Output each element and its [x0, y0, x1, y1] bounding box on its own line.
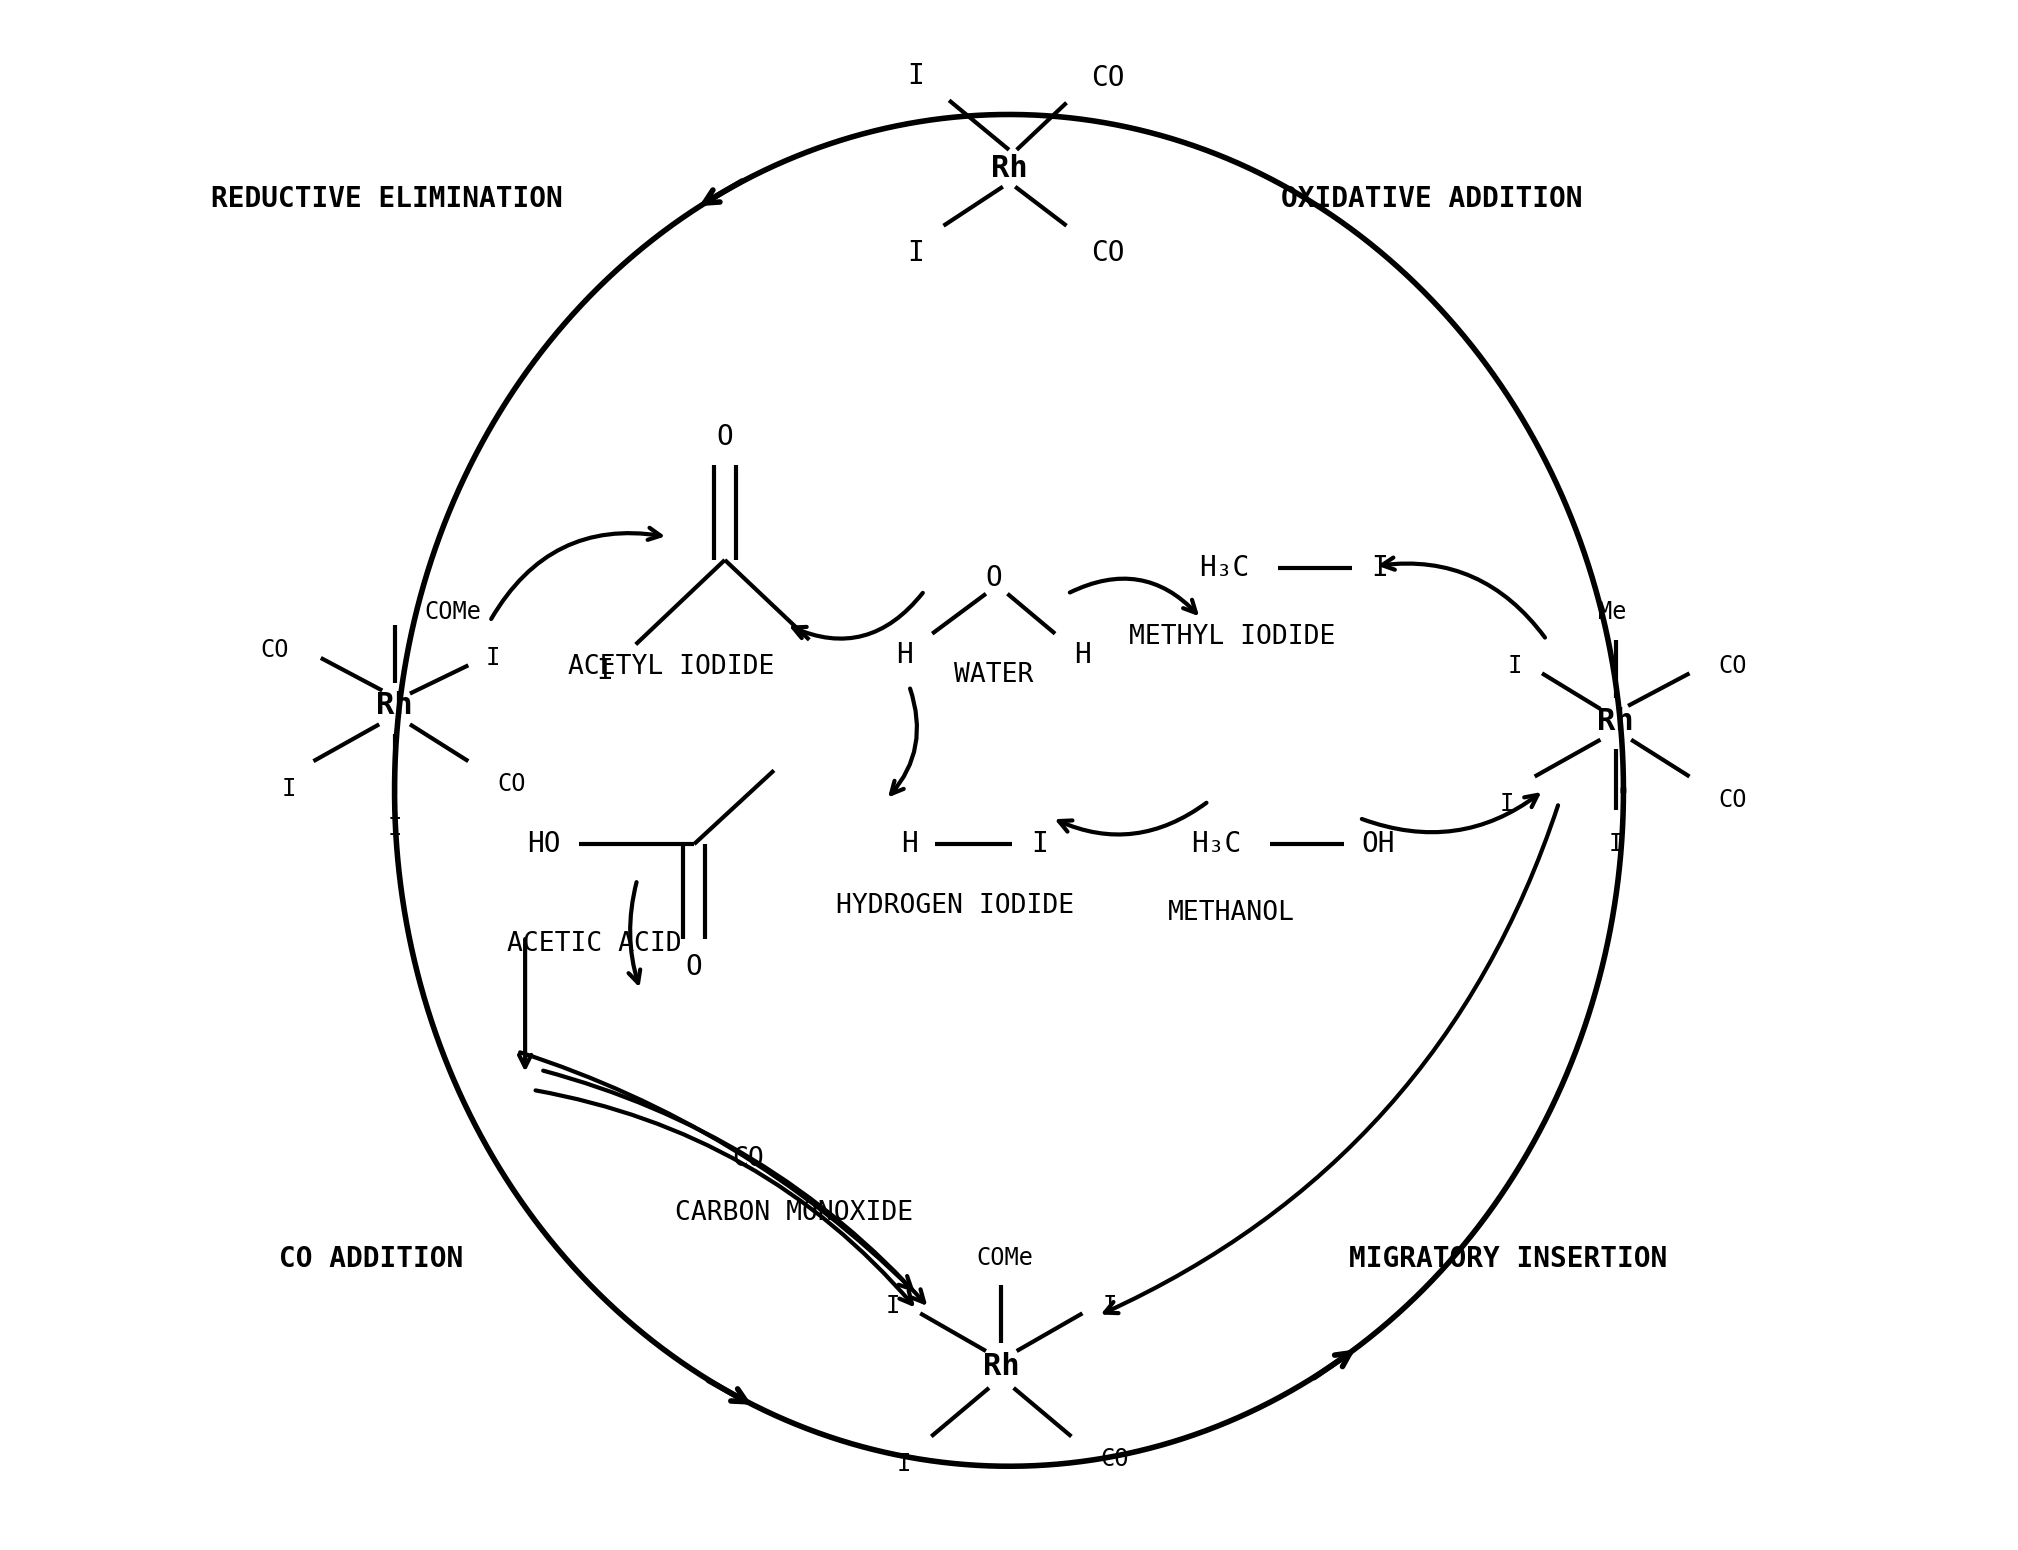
Text: Rh: Rh — [983, 1352, 1019, 1381]
Text: I: I — [597, 657, 613, 685]
Text: CO: CO — [260, 639, 289, 662]
Text: CO: CO — [496, 772, 525, 797]
Text: I: I — [1608, 831, 1622, 856]
Text: Rh: Rh — [1598, 707, 1635, 736]
Text: REDUCTIVE ELIMINATION: REDUCTIVE ELIMINATION — [212, 184, 563, 212]
Text: CARBON MONOXIDE: CARBON MONOXIDE — [674, 1200, 912, 1226]
Text: WATER: WATER — [955, 662, 1033, 688]
Text: I: I — [886, 1294, 900, 1318]
Text: H: H — [1074, 642, 1092, 670]
Text: H₃C: H₃C — [1199, 553, 1249, 581]
Text: METHANOL: METHANOL — [1168, 901, 1296, 927]
Text: I: I — [1031, 831, 1047, 859]
Text: CO: CO — [1717, 787, 1748, 812]
Text: I: I — [1499, 792, 1514, 817]
Text: OXIDATIVE ADDITION: OXIDATIVE ADDITION — [1281, 184, 1582, 212]
Text: CO: CO — [1717, 654, 1748, 677]
Text: I: I — [1370, 553, 1388, 581]
Text: COMe: COMe — [424, 600, 482, 625]
Text: CO: CO — [1092, 239, 1124, 268]
Text: I: I — [486, 646, 500, 670]
Text: Me: Me — [1598, 600, 1627, 625]
Text: I: I — [387, 817, 402, 840]
Text: Rh: Rh — [375, 691, 414, 721]
Text: COMe: COMe — [977, 1246, 1033, 1269]
Text: CO: CO — [1100, 1448, 1128, 1471]
Text: ACETIC ACID: ACETIC ACID — [507, 932, 682, 956]
Text: ACETYL IODIDE: ACETYL IODIDE — [567, 654, 775, 680]
Text: CO ADDITION: CO ADDITION — [278, 1245, 464, 1273]
Text: METHYL IODIDE: METHYL IODIDE — [1128, 623, 1336, 649]
Text: CO: CO — [733, 1145, 763, 1172]
Text: I: I — [908, 239, 924, 268]
Text: HYDROGEN IODIDE: HYDROGEN IODIDE — [835, 893, 1074, 919]
Text: I: I — [896, 1452, 910, 1476]
Text: H: H — [896, 642, 912, 670]
Text: H: H — [900, 831, 918, 859]
Text: OH: OH — [1360, 831, 1394, 859]
Text: I: I — [1507, 654, 1522, 677]
Text: HO: HO — [527, 831, 561, 859]
Text: O: O — [686, 953, 702, 981]
Text: O: O — [985, 564, 1003, 592]
Text: CO: CO — [1092, 64, 1124, 91]
Text: Rh: Rh — [991, 153, 1027, 183]
Text: MIGRATORY INSERTION: MIGRATORY INSERTION — [1350, 1245, 1667, 1273]
Text: I: I — [283, 777, 297, 801]
Text: I: I — [906, 62, 924, 90]
Text: O: O — [716, 423, 733, 451]
Text: I: I — [1104, 1294, 1118, 1318]
Text: H₃C: H₃C — [1191, 831, 1241, 859]
